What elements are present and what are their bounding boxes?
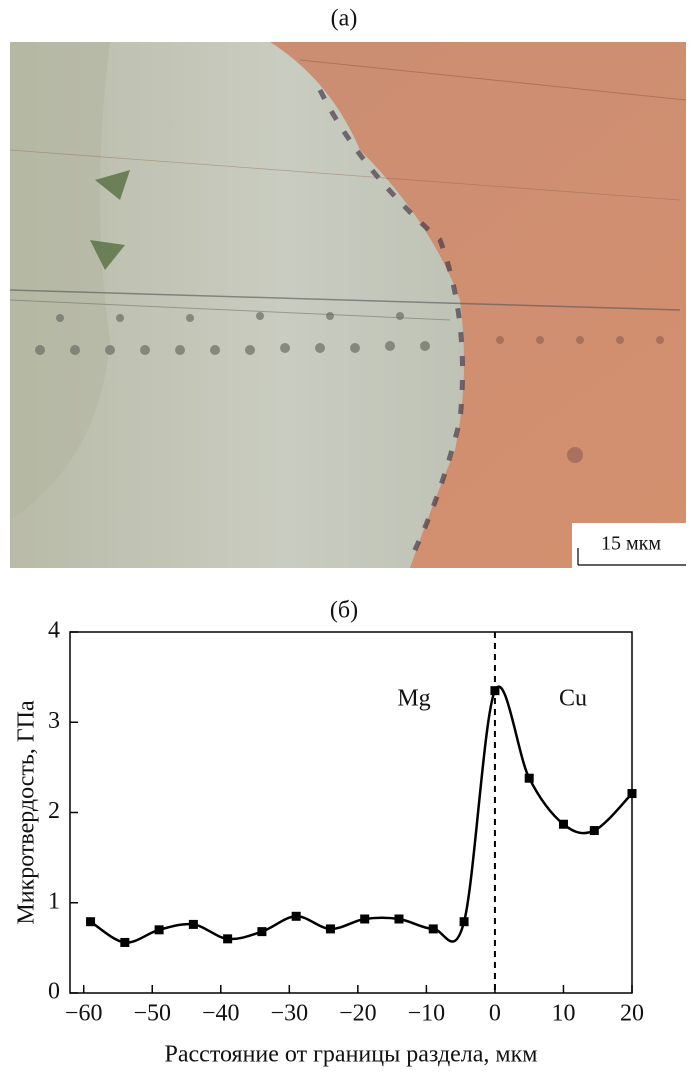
data-point	[490, 686, 499, 695]
data-point	[525, 774, 534, 783]
x-tick-label: −50	[133, 1001, 171, 1027]
data-point	[189, 920, 198, 929]
data-point	[429, 924, 438, 933]
micrograph: 15 мкм	[10, 42, 686, 568]
y-axis-label: Микротвердость, ГПа	[14, 700, 40, 925]
x-tick-label: −10	[408, 1001, 446, 1027]
y-tick-label: 1	[48, 888, 60, 914]
x-tick-label: −30	[271, 1001, 309, 1027]
x-tick-label: −60	[65, 1001, 103, 1027]
x-axis-label: Расстояние от границы раздела, мкм	[165, 1042, 538, 1068]
annotation: Mg	[397, 686, 430, 712]
x-tick-label: −40	[202, 1001, 240, 1027]
data-point	[120, 938, 129, 947]
figure: (a) 15 мкм (б) 0 1 2 3 4 −60 −50 −40 −30 −20 −10 0 1…	[0, 0, 689, 1073]
data-point	[559, 820, 568, 829]
panel-label: (б)	[330, 598, 358, 624]
x-tick-label: 0	[489, 1001, 501, 1027]
data-point	[460, 917, 469, 926]
data-point	[326, 924, 335, 933]
panel-label: (a)	[331, 6, 358, 32]
x-tick-label: −20	[339, 1001, 377, 1027]
scale-bar-label: 15 мкм	[601, 533, 661, 555]
data-point	[223, 934, 232, 943]
x-tick-label: 20	[620, 1001, 644, 1027]
annotation: Cu	[559, 686, 587, 712]
data-point	[86, 917, 95, 926]
y-tick-label: 3	[48, 708, 60, 734]
y-tick-label: 4	[48, 618, 60, 644]
data-point	[292, 912, 301, 921]
y-tick-label: 0	[48, 979, 60, 1005]
data-point	[394, 914, 403, 923]
data-point	[628, 789, 637, 798]
data-line	[91, 687, 632, 943]
y-tick-label: 2	[48, 798, 60, 824]
data-point	[590, 826, 599, 835]
data-point	[360, 914, 369, 923]
x-tick-label: 10	[551, 1001, 575, 1027]
plot-frame	[70, 632, 632, 993]
data-point	[155, 925, 164, 934]
data-point	[257, 927, 266, 936]
